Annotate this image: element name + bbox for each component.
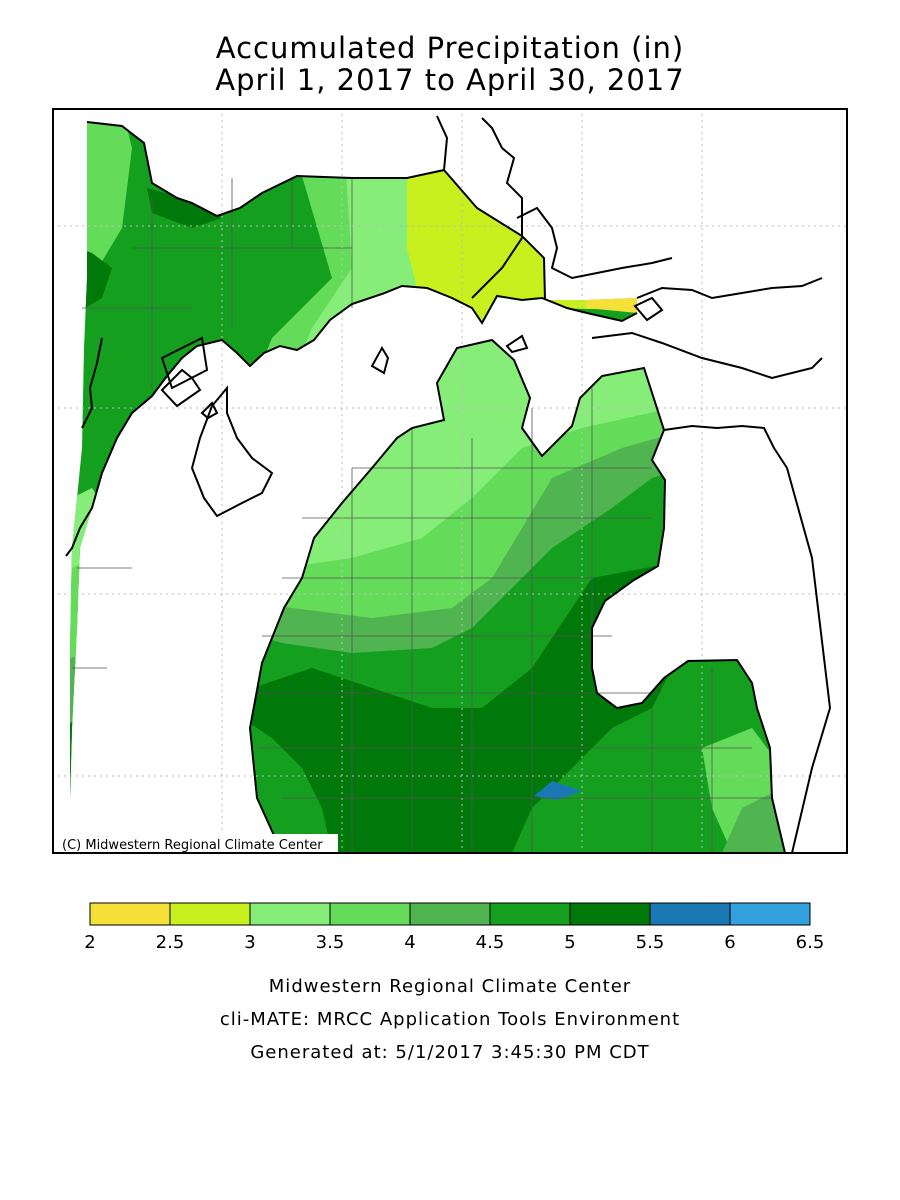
map-border: [52, 108, 848, 854]
lat-lon-grid: [52, 108, 848, 854]
legend-tick-label: 4: [404, 932, 415, 953]
legend-tick-label: 5.5: [636, 932, 665, 953]
legend-tick-label: 4.5: [476, 932, 505, 953]
legend-swatch: [409, 902, 491, 926]
copyright-label-background: [55, 834, 338, 853]
legend-swatch: [649, 902, 731, 926]
legend-swatch: [729, 902, 811, 926]
legend-tick-label: 3.5: [316, 932, 345, 953]
county-boundaries: [72, 178, 772, 853]
precipitation-map: (C) Midwestern Regional Climate Center: [52, 108, 848, 854]
legend-swatch: [329, 902, 411, 926]
map-subtitle-date-range: April 1, 2017 to April 30, 2017: [215, 63, 685, 97]
precip-maximum-spot: [534, 781, 582, 800]
legend-tick-label: 3: [244, 932, 255, 953]
legend-tick-label: 5: [564, 932, 575, 953]
legend-swatch: [569, 902, 651, 926]
legend-swatch: [169, 902, 251, 926]
legend-tick-label: 2: [84, 932, 95, 953]
copyright-label: (C) Midwestern Regional Climate Center: [62, 838, 323, 853]
legend-swatch: [489, 902, 571, 926]
footer-organization: Midwestern Regional Climate Center: [268, 976, 632, 997]
legend-tick-label: 6.5: [796, 932, 825, 953]
legend-swatch: [249, 902, 331, 926]
legend-tick-label: 2.5: [156, 932, 185, 953]
footer-tool-name: cli-MATE: MRCC Application Tools Environ…: [219, 1009, 681, 1030]
map-title: Accumulated Precipitation (in): [215, 31, 685, 65]
legend-tick-label: 6: [724, 932, 735, 953]
legend-swatch: [89, 902, 171, 926]
footer-generated-time: Generated at: 5/1/2017 3:45:30 PM CDT: [250, 1042, 650, 1063]
coastlines: [65, 115, 832, 854]
